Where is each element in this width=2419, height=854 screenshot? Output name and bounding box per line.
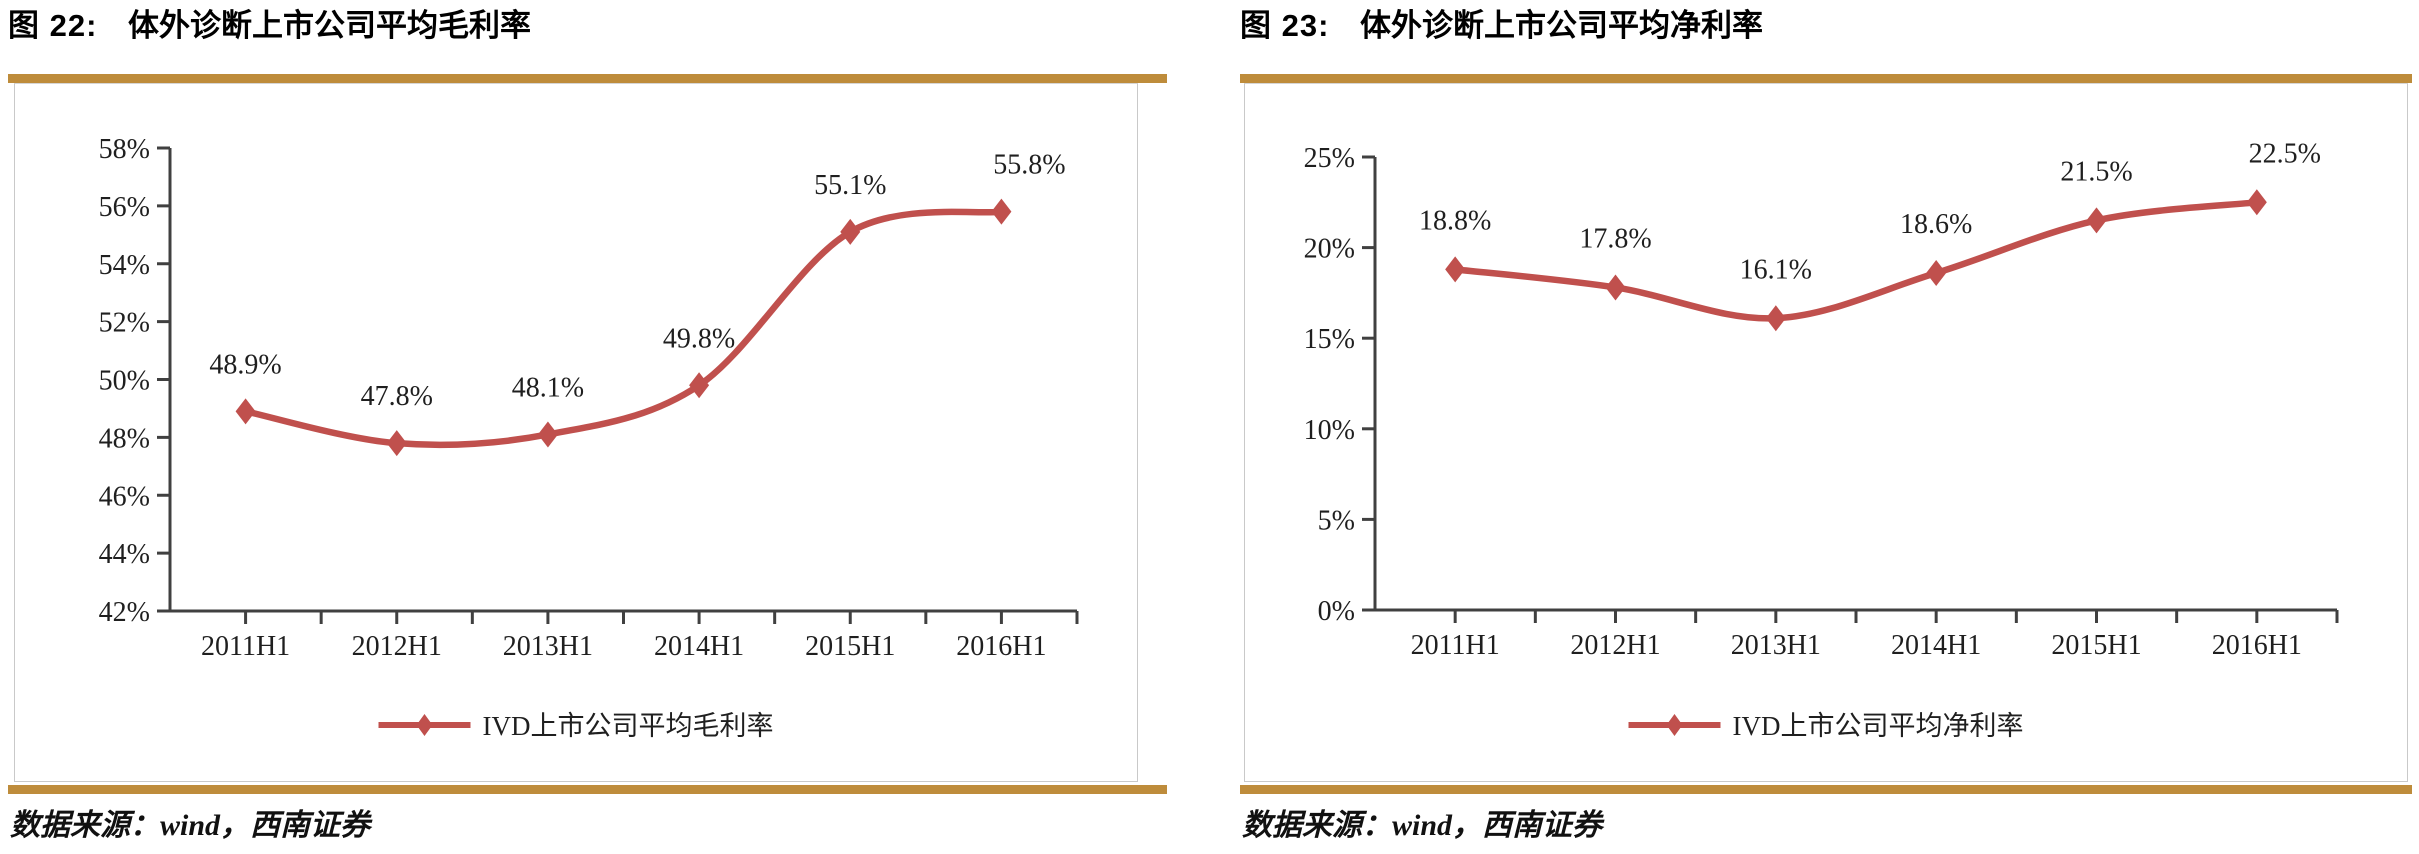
diamond-marker xyxy=(991,198,1012,225)
y-tick-label: 42% xyxy=(99,597,150,628)
data-label: 18.6% xyxy=(1900,209,1972,240)
x-tick-label: 2016H1 xyxy=(956,631,1046,662)
x-tick-label: 2014H1 xyxy=(654,631,744,662)
x-tick-label: 2014H1 xyxy=(1891,630,1981,661)
y-tick-label: 20% xyxy=(1304,234,1355,265)
data-label: 16.1% xyxy=(1740,254,1812,285)
data-label: 22.5% xyxy=(2249,138,2321,169)
legend-marker xyxy=(416,714,433,736)
diamond-marker xyxy=(1765,305,1786,332)
y-tick-label: 54% xyxy=(99,250,150,281)
series-line xyxy=(1451,199,2261,322)
chart-box-gross-margin: 42% 44% 46% 48% 50% 52% 54% 56% 58% 2011H1 2012H1 2… xyxy=(14,83,1138,782)
net-margin-line-chart: 0% 5% 10% 15% 20% 25% 2011H1 2012H1 2013H1 2014H1… xyxy=(1304,138,2339,741)
figure-23-title-text: 体外诊断上市公司平均净利率 xyxy=(1360,8,1764,43)
x-tick-label: 2012H1 xyxy=(1570,630,1660,661)
data-labels: 18.8% 17.8% 16.1% 18.6% 21.5% 22.5% xyxy=(1419,138,2321,285)
y-tick-label: 46% xyxy=(99,481,150,512)
y-tick-label: 44% xyxy=(99,539,150,570)
figure-23-title: 图 23: 体外诊断上市公司平均净利率 xyxy=(1240,6,2412,46)
y-tick-label: 48% xyxy=(99,423,150,454)
diamond-marker xyxy=(1605,274,1626,301)
data-labels: 48.9% 47.8% 48.1% 49.8% 55.1% 55.8% xyxy=(209,150,1065,413)
figure-23-label: 图 23: xyxy=(1240,8,1330,43)
x-tick-label: 2015H1 xyxy=(805,631,895,662)
diamond-marker xyxy=(1926,259,1947,286)
legend: IVD上市公司平均毛利率 xyxy=(378,711,774,741)
y-tick-label: 52% xyxy=(99,308,150,339)
chart-box-net-margin: 0% 5% 10% 15% 20% 25% 2011H1 2012H1 2013H1 2014H1… xyxy=(1244,83,2408,782)
legend-label: IVD上市公司平均毛利率 xyxy=(483,711,774,741)
x-tick-label: 2015H1 xyxy=(2051,630,2141,661)
figure-22-title-text: 体外诊断上市公司平均毛利率 xyxy=(128,8,532,43)
axes: 42% 44% 46% 48% 50% 52% 54% 56% 58% 2011H1 2012H1 2… xyxy=(99,134,1079,662)
data-label: 48.1% xyxy=(512,372,584,403)
series-markers xyxy=(1445,189,2267,332)
diamond-marker xyxy=(840,218,861,245)
figure-22-panel: 图 22: 体外诊断上市公司平均毛利率 42% 44% 46% 48% 50% 52% 54… xyxy=(8,6,1167,844)
diamond-marker xyxy=(386,430,407,457)
x-tick-label: 2016H1 xyxy=(2212,630,2302,661)
diamond-marker xyxy=(235,398,256,425)
x-tick-label: 2013H1 xyxy=(1731,630,1821,661)
diamond-marker xyxy=(689,372,710,399)
legend-marker xyxy=(1666,714,1683,736)
gold-rule-bottom xyxy=(1240,785,2412,794)
x-tick-label: 2013H1 xyxy=(503,631,593,662)
x-tick-label: 2011H1 xyxy=(201,631,290,662)
figure-22-label: 图 22: xyxy=(8,8,98,43)
series-line xyxy=(242,208,1005,449)
y-tick-label: 50% xyxy=(99,366,150,397)
y-tick-label: 58% xyxy=(99,134,150,165)
y-tick-label: 15% xyxy=(1304,324,1355,355)
data-label: 17.8% xyxy=(1579,223,1651,254)
gold-rule-top xyxy=(1240,74,2412,83)
source-note: 数据来源：wind，西南证券 xyxy=(1242,809,1603,842)
figure-22-title: 图 22: 体外诊断上市公司平均毛利率 xyxy=(8,6,1167,46)
y-tick-label: 25% xyxy=(1304,143,1355,174)
legend-label: IVD上市公司平均净利率 xyxy=(1733,711,2024,741)
data-label: 21.5% xyxy=(2060,156,2132,187)
diamond-marker xyxy=(537,421,558,448)
y-tick-label: 10% xyxy=(1304,415,1355,446)
figure-23-panel: 图 23: 体外诊断上市公司平均净利率 0% 5% 10% 15% 20% 25% 2011… xyxy=(1240,6,2412,844)
diamond-marker xyxy=(2246,189,2267,216)
x-tick-label: 2012H1 xyxy=(352,631,442,662)
data-label: 55.8% xyxy=(993,150,1065,181)
y-tick-label: 5% xyxy=(1318,505,1355,536)
source-note: 数据来源：wind，西南证券 xyxy=(10,809,371,842)
data-label: 49.8% xyxy=(663,323,735,354)
x-tick-label: 2011H1 xyxy=(1411,630,1500,661)
series-markers xyxy=(235,198,1012,457)
diamond-marker xyxy=(2086,207,2107,234)
data-label: 55.1% xyxy=(814,170,886,201)
legend: IVD上市公司平均净利率 xyxy=(1628,711,2024,741)
y-tick-label: 56% xyxy=(99,192,150,223)
data-label: 48.9% xyxy=(209,349,281,380)
data-label: 18.8% xyxy=(1419,205,1491,236)
gold-rule-top xyxy=(8,74,1167,83)
data-label: 47.8% xyxy=(361,381,433,412)
y-tick-label: 0% xyxy=(1318,596,1355,627)
gold-rule-bottom xyxy=(8,785,1167,794)
diamond-marker xyxy=(1445,256,1466,283)
axes: 0% 5% 10% 15% 20% 25% 2011H1 2012H1 2013H1 2014H1… xyxy=(1304,143,2339,661)
gross-margin-line-chart: 42% 44% 46% 48% 50% 52% 54% 56% 58% 2011H1 2012H1 2… xyxy=(99,134,1079,741)
